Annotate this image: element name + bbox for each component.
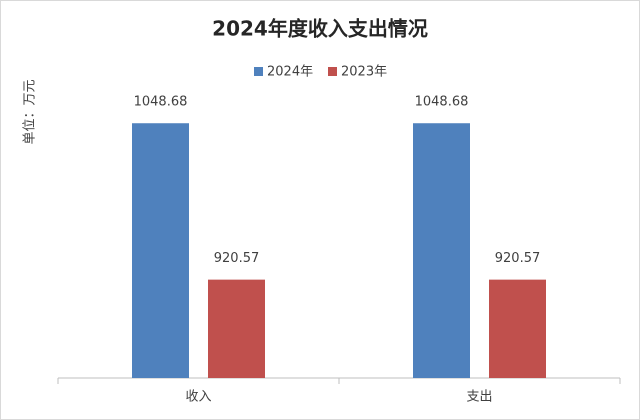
- legend-swatch: [254, 67, 263, 76]
- data-label: 1048.68: [134, 95, 188, 110]
- legend-swatch: [328, 67, 337, 76]
- data-label: 1048.68: [415, 95, 469, 110]
- legend-label: 2023年: [341, 65, 387, 80]
- bar: [208, 279, 265, 378]
- bar: [489, 279, 546, 378]
- bar: [132, 123, 189, 378]
- data-label: 920.57: [214, 251, 260, 266]
- data-label: 920.57: [495, 251, 541, 266]
- chart-title: 2024年度收入支出情况: [212, 17, 428, 41]
- legend-label: 2024年: [267, 65, 313, 80]
- bar: [413, 123, 470, 378]
- x-tick-label: 收入: [185, 390, 211, 405]
- x-tick-label: 支出: [466, 390, 492, 405]
- y-axis-label: 单位：万元: [23, 79, 38, 144]
